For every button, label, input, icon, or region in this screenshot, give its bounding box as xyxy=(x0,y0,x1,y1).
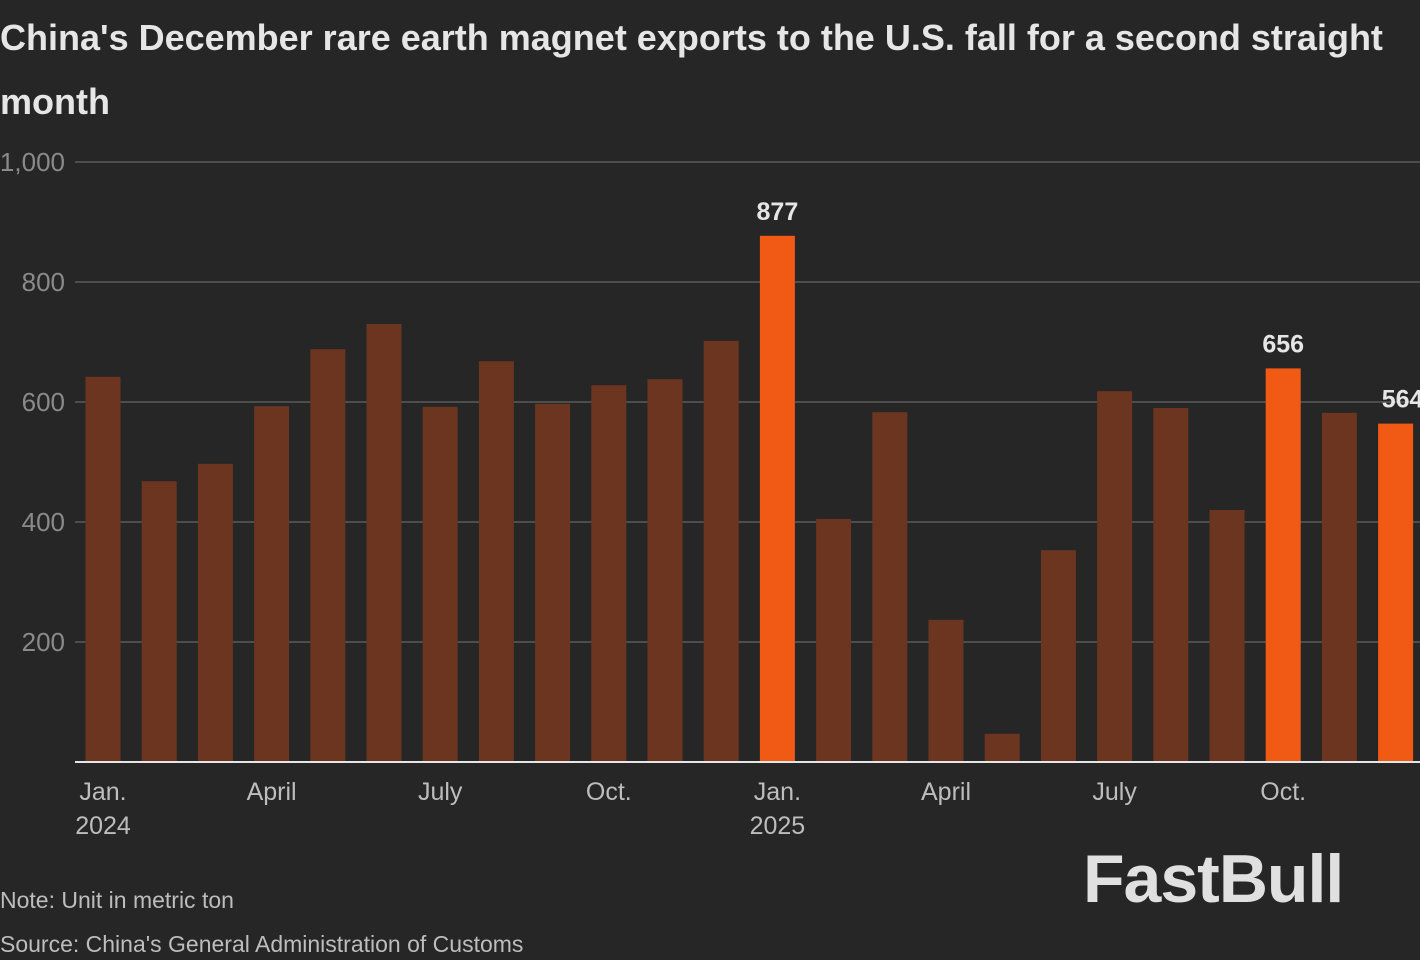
bar-may-2024 xyxy=(310,349,346,762)
bar-jan-2024 xyxy=(85,376,121,762)
chart-title: China's December rare earth magnet expor… xyxy=(0,17,1383,122)
y-tick-label: 800 xyxy=(22,267,65,297)
x-tick-label: July xyxy=(418,778,463,806)
x-tick-label: July xyxy=(1092,778,1137,806)
bar-nov-2024 xyxy=(647,379,683,762)
x-tick-label: April xyxy=(247,778,297,806)
bar-sep-2025 xyxy=(1209,510,1245,762)
bar-oct-2024 xyxy=(591,385,627,762)
x-tick-label: Jan. xyxy=(754,778,801,806)
fastbull-logo: FastBull xyxy=(1083,841,1344,917)
bar-mar-2024 xyxy=(197,463,233,762)
y-tick-label: 200 xyxy=(22,627,65,657)
bar-sep-2024 xyxy=(535,403,571,762)
bar-may-2025 xyxy=(984,733,1020,762)
bar-nov-2025 xyxy=(1321,412,1357,762)
y-tick-label: 600 xyxy=(22,387,65,417)
bar-jun-2025 xyxy=(1040,550,1076,762)
bar-oct-2025 xyxy=(1265,368,1301,762)
x-tick-label: Jan. xyxy=(79,778,126,806)
x-tick-year: 2024 xyxy=(75,812,131,840)
bar-apr-2025 xyxy=(928,619,964,762)
bar-jan-2025 xyxy=(759,235,795,763)
bar-apr-2024 xyxy=(254,406,290,762)
x-tick-label: April xyxy=(921,778,971,806)
bar-aug-2024 xyxy=(478,361,514,762)
x-tick-label: Oct. xyxy=(586,778,632,806)
bar-jul-2025 xyxy=(1097,391,1133,762)
source-text: Source: China's General Administration o… xyxy=(0,931,524,957)
bar-jul-2024 xyxy=(422,406,458,762)
x-tick-label: Oct. xyxy=(1260,778,1306,806)
bar-aug-2025 xyxy=(1153,408,1189,762)
bar-dec-2024 xyxy=(703,340,739,762)
bar-mar-2025 xyxy=(872,412,908,762)
data-label: 877 xyxy=(757,198,799,226)
data-label: 564 xyxy=(1382,386,1420,414)
bar-jun-2024 xyxy=(366,324,402,762)
data-label: 656 xyxy=(1262,330,1304,358)
bar-feb-2024 xyxy=(141,481,177,762)
bar-chart: 200 400 600 800 1,000 877 656 564 Jan. 2024 April J… xyxy=(0,147,1420,840)
bar-feb-2025 xyxy=(816,519,852,762)
y-tick-label: 1,000 xyxy=(0,147,65,177)
bar-dec-2025 xyxy=(1378,423,1414,762)
note-text: Note: Unit in metric ton xyxy=(0,887,234,913)
x-tick-year: 2025 xyxy=(750,812,806,840)
y-tick-label: 400 xyxy=(22,507,65,537)
